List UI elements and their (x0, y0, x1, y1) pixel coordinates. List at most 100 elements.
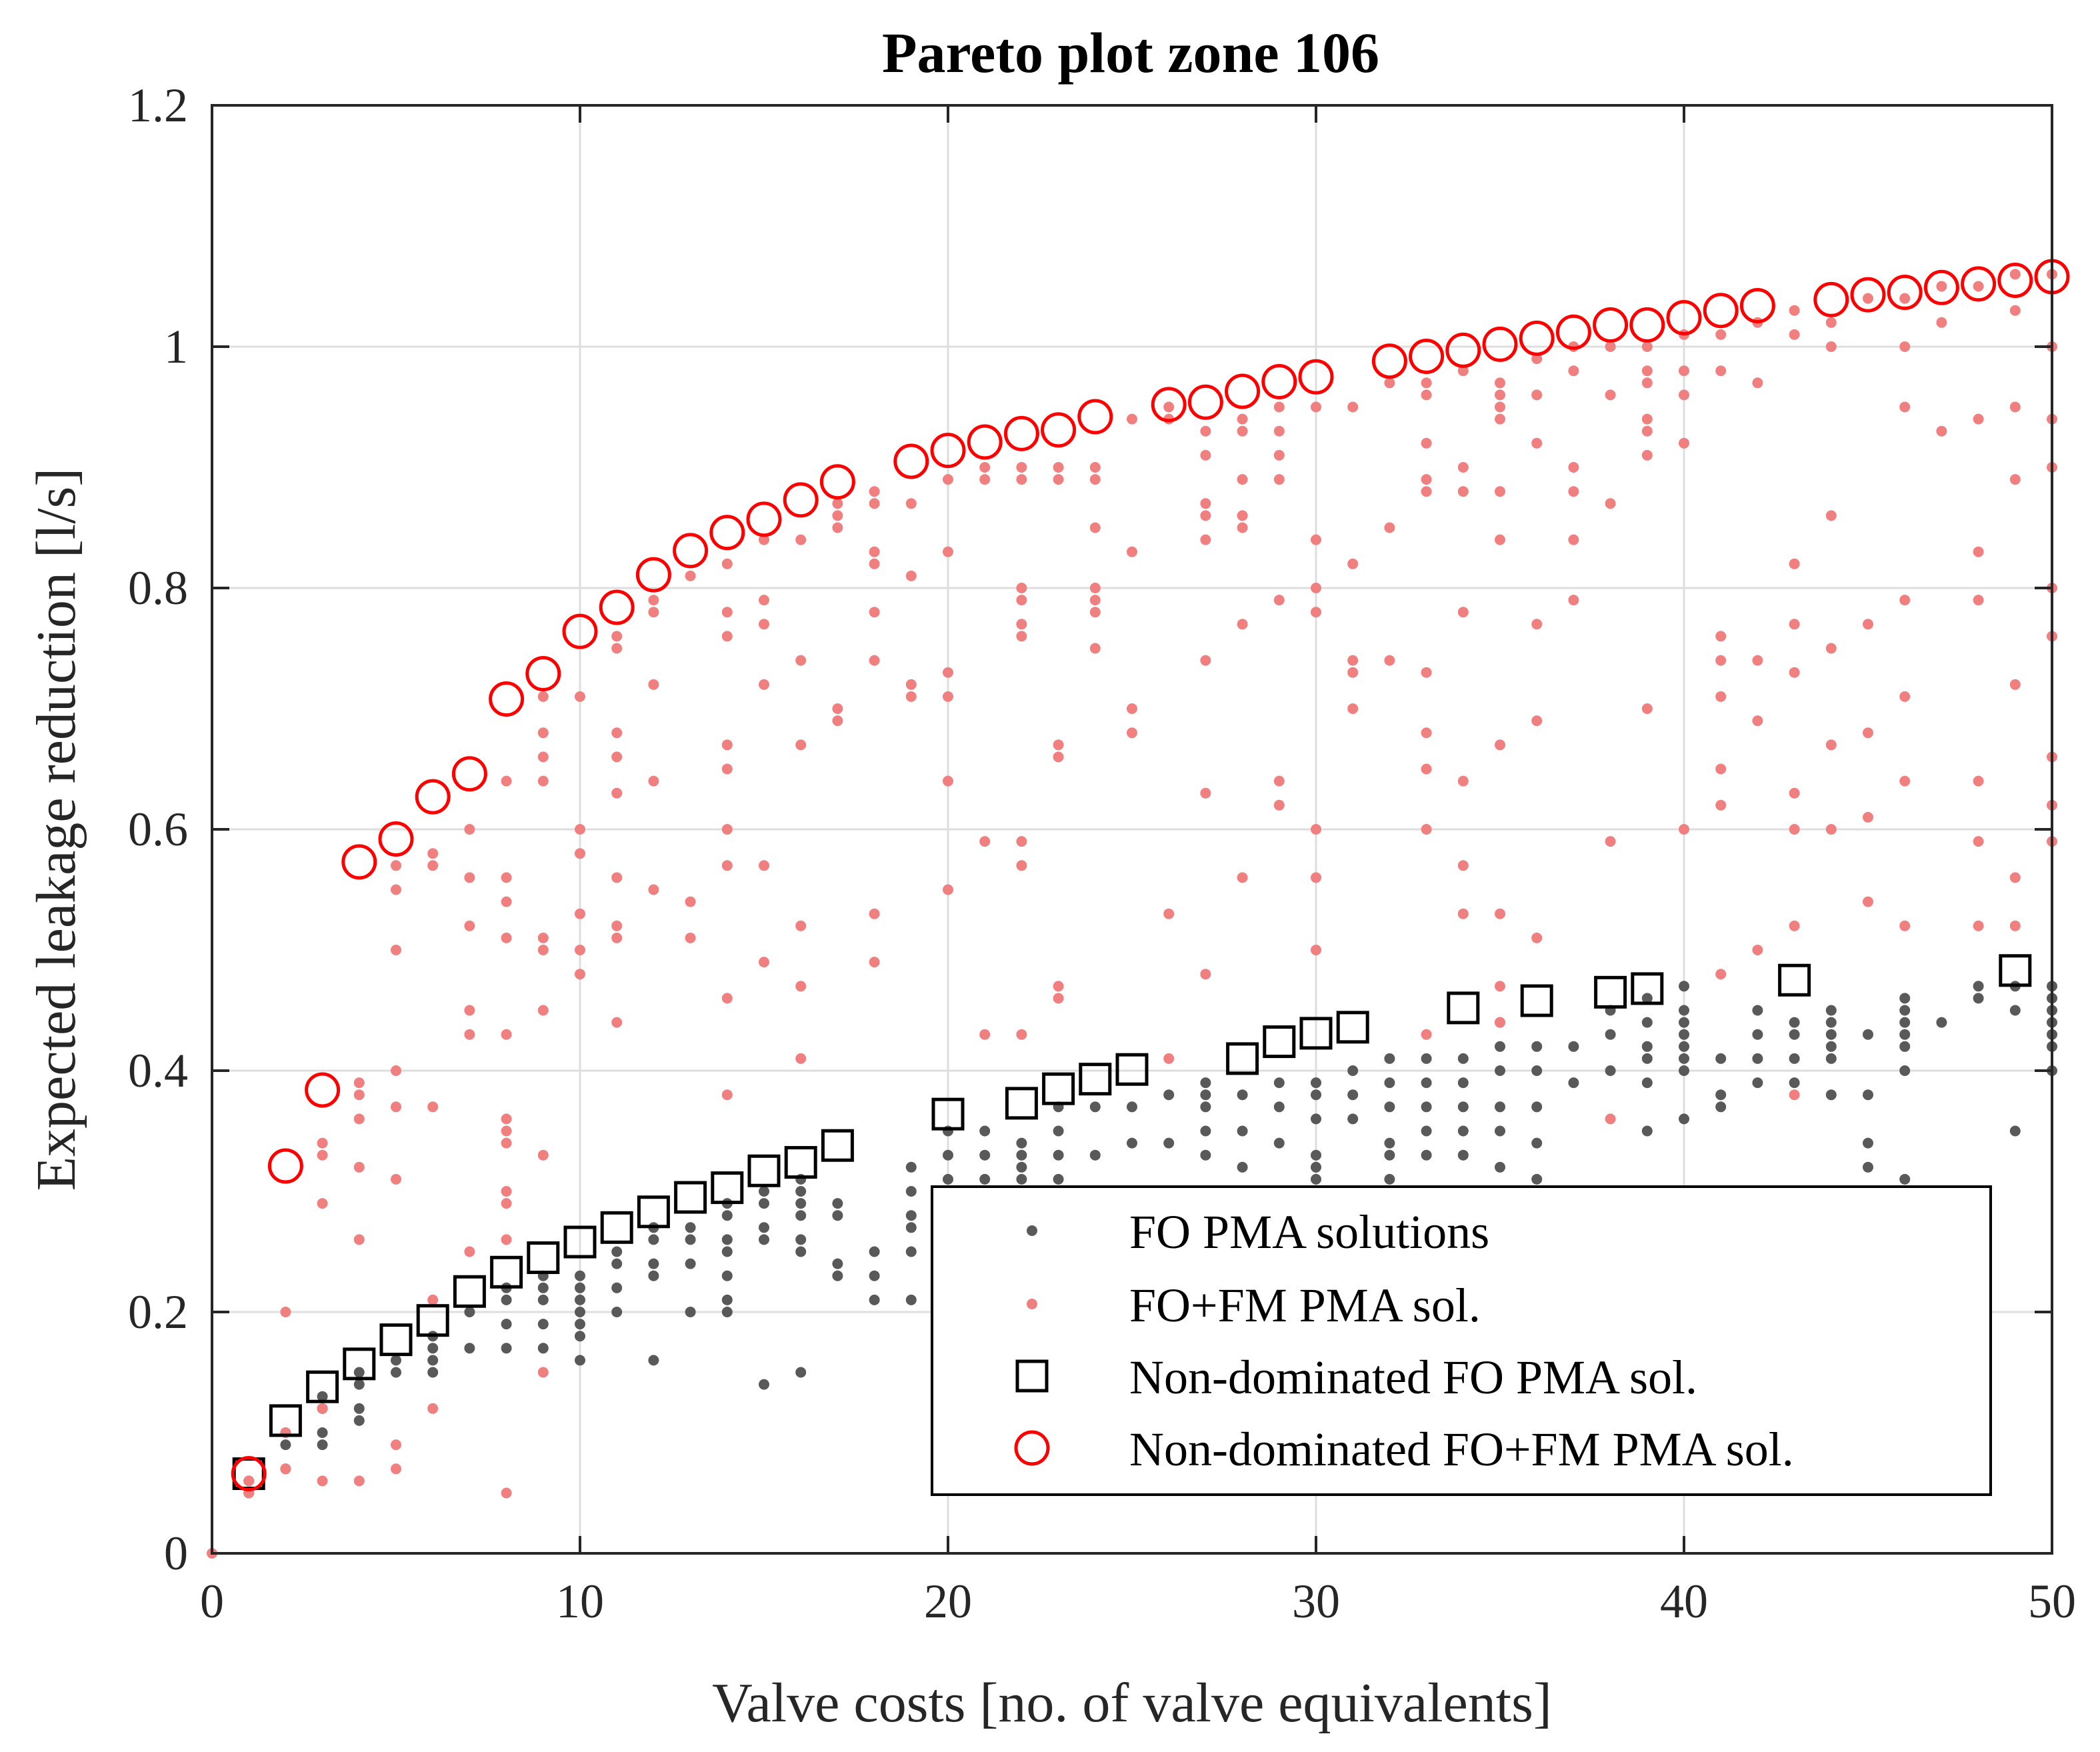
fo-pma-point (832, 1210, 843, 1221)
fo-fm-pma-point (501, 1234, 512, 1245)
fo-fm-pma-point (1127, 727, 1137, 739)
fo-pma-point (391, 1367, 401, 1378)
fo-pma-point (869, 1270, 880, 1281)
fo-fm-pma-point (611, 751, 623, 763)
legend-box (931, 1185, 1992, 1496)
fo-fm-pma-point (353, 1475, 365, 1487)
fo-fm-pma-point (1973, 546, 1984, 557)
fo-fm-pma-point (1715, 631, 1727, 642)
fo-fm-pma-point (832, 510, 843, 521)
fo-pma-point (611, 1307, 623, 1317)
fo-fm-pma-point (1752, 715, 1763, 727)
fo-fm-pma-point (1273, 775, 1285, 787)
legend-nd-fo-label: Non-dominated FO PMA sol. (1129, 1351, 1697, 1404)
fo-pma-point (685, 1234, 696, 1245)
fo-pma-point (1973, 993, 1984, 1004)
fo-fm-pma-point (795, 920, 807, 931)
non-dominated-fo-fm-point (1261, 363, 1297, 399)
fo-fm-pma-point (1899, 341, 1911, 352)
x-tick-label: 10 (556, 1575, 604, 1628)
fo-pma-point (832, 1258, 843, 1269)
fo-pma-point (721, 1294, 733, 1305)
fo-pma-point (1789, 1053, 1800, 1064)
fo-fm-pma-point (575, 824, 585, 835)
fo-pma-point (1347, 1089, 1359, 1101)
non-dominated-fo-point (1999, 954, 2032, 987)
fo-fm-pma-point (1127, 546, 1137, 557)
fo-fm-pma-point (464, 1005, 475, 1016)
non-dominated-fo-fm-point (231, 1456, 267, 1492)
fo-pma-point (1825, 1017, 1837, 1028)
fo-fm-pma-point (537, 945, 549, 955)
fo-fm-pma-point (353, 1077, 365, 1089)
non-dominated-fo-point (1594, 975, 1627, 1009)
fo-fm-pma-point (1016, 619, 1027, 630)
fo-pma-point (832, 1198, 843, 1209)
fo-fm-pma-point (317, 1137, 328, 1149)
fo-fm-pma-point (1089, 643, 1101, 654)
non-dominated-fo-fm-point (1923, 269, 1959, 305)
fo-fm-pma-point (1641, 703, 1653, 714)
fo-fm-pma-point (611, 727, 623, 739)
non-dominated-fo-fm-point (525, 656, 561, 692)
fo-fm-pma-point (1421, 727, 1432, 739)
fo-fm-pma-point (1641, 449, 1653, 461)
fo-fm-pma-point (1825, 510, 1837, 521)
fo-fm-pma-point (391, 1101, 401, 1113)
fo-pma-point (685, 1222, 696, 1233)
x-tick-label: 20 (924, 1575, 972, 1628)
fo-pma-point (575, 1282, 585, 1293)
fo-pma-point (1752, 1077, 1763, 1089)
fo-fm-pma-point (1053, 462, 1064, 473)
fo-fm-pma-point (1457, 486, 1469, 497)
non-dominated-fo-fm-point (1813, 281, 1849, 317)
y-tick-label: 0.4 (128, 1044, 188, 1097)
non-dominated-fo-point (1226, 1042, 1259, 1075)
non-dominated-fo-fm-point (1519, 320, 1555, 356)
fo-pma-point (1605, 1065, 1616, 1076)
fo-pma-point (1679, 981, 1689, 992)
fo-pma-point (427, 1355, 439, 1366)
fo-fm-pma-point (1715, 763, 1727, 775)
fo-pma-point (869, 1294, 880, 1305)
fo-fm-pma-point (869, 486, 880, 497)
fo-pma-point (1053, 1149, 1064, 1161)
y-tick-label: 1 (164, 320, 188, 373)
fo-pma-point (1200, 1149, 1211, 1161)
fo-fm-pma-point (1568, 462, 1579, 473)
fo-pma-point (1457, 1149, 1469, 1161)
fo-pma-point (1200, 1101, 1211, 1113)
fo-fm-pma-point (280, 1307, 291, 1317)
fo-pma-point (1273, 1077, 1285, 1089)
fo-pma-point (1641, 1017, 1653, 1028)
fo-fm-pma-point (1273, 449, 1285, 461)
fo-pma-point (1495, 1161, 1505, 1173)
fo-fm-pma-point (1936, 281, 1947, 292)
fo-fm-pma-point (869, 498, 880, 509)
fo-fm-pma-point (575, 691, 585, 702)
legend-fo-label: FO PMA solutions (1129, 1205, 1489, 1259)
non-dominated-fo-point (747, 1154, 781, 1187)
fo-fm-pma-point (1789, 305, 1800, 316)
fo-pma-point (353, 1415, 365, 1426)
fo-pma-point (1421, 1149, 1432, 1161)
fo-fm-pma-point (1311, 583, 1321, 593)
fo-fm-pma-point (2009, 920, 2021, 931)
fo-fm-pma-point (905, 691, 917, 702)
fo-fm-pma-point (1531, 389, 1543, 401)
fo-pma-point (1752, 1005, 1763, 1016)
fo-pma-point (464, 1343, 475, 1354)
fo-fm-pma-point (1973, 281, 1984, 292)
fo-fm-pma-point (575, 945, 585, 955)
fo-fm-pma-point (1641, 425, 1653, 437)
fo-fm-pma-point (1568, 365, 1579, 377)
fo-pma-point (1421, 1125, 1432, 1137)
non-dominated-fo-fm-point (305, 1072, 341, 1108)
fo-fm-pma-point (832, 522, 843, 533)
fo-fm-pma-point (1973, 836, 1984, 847)
fo-fm-pma-point (943, 691, 953, 702)
fo-fm-pma-point (1421, 824, 1432, 835)
fo-fm-pma-point (537, 751, 549, 763)
fo-fm-pma-point (1200, 449, 1211, 461)
fo-fm-pma-point (943, 884, 953, 895)
